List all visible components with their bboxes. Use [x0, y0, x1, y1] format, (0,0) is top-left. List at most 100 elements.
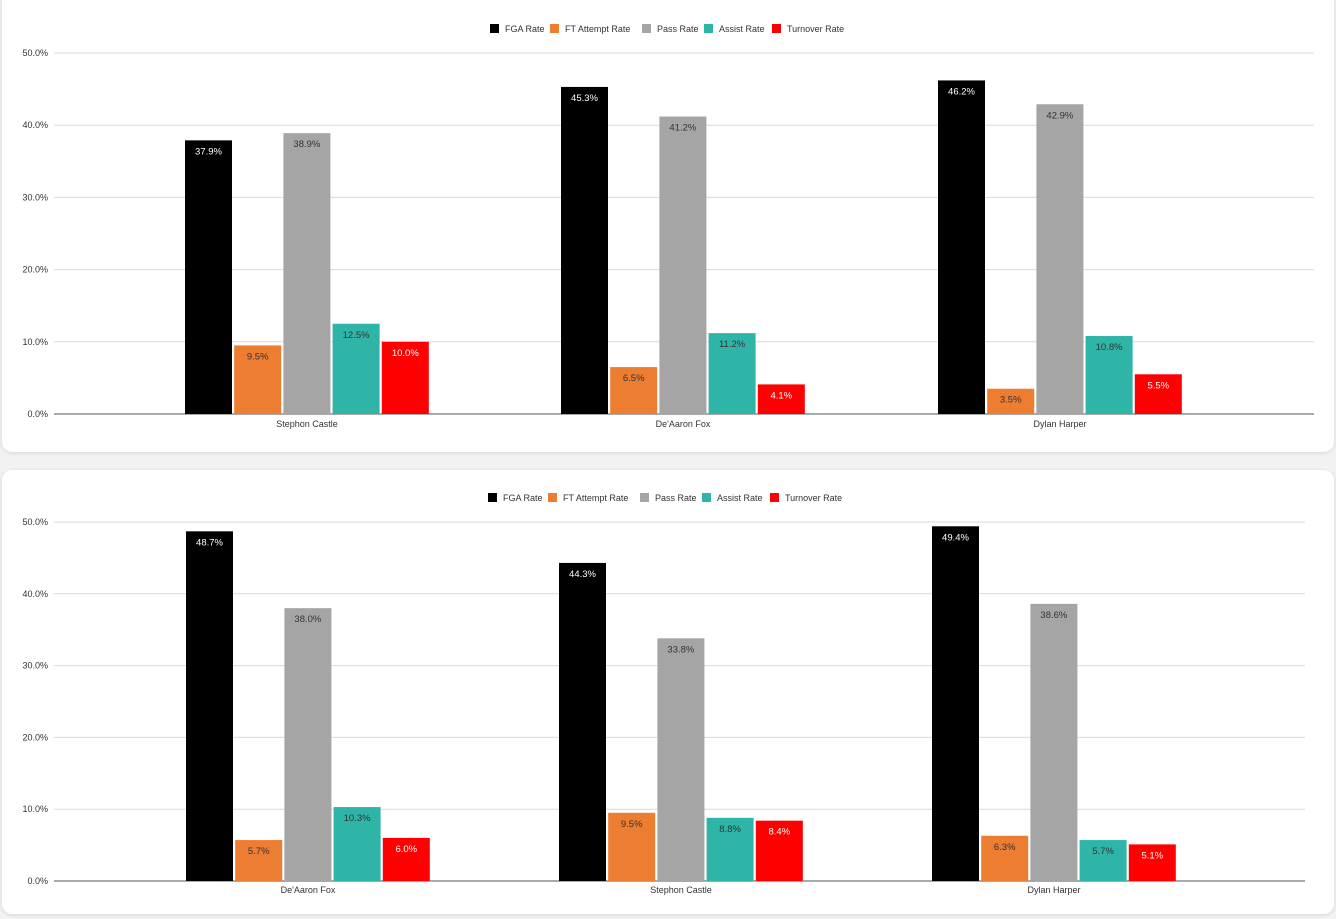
legend-swatch: [702, 493, 711, 502]
legend-label: Turnover Rate: [787, 24, 844, 34]
bar: [1079, 840, 1127, 881]
x-category-label: Stephon Castle: [276, 419, 338, 429]
data-label: 9.5%: [247, 351, 269, 362]
y-tick-label: 30.0%: [22, 192, 48, 202]
data-label: 10.8%: [1096, 342, 1123, 353]
bar: [981, 835, 1029, 881]
chart-2: 0.0% 10.0% 20.0% 30.0% 40.0% 50.0% FGA Rate FT …: [22, 493, 1305, 895]
bar: [1030, 603, 1078, 881]
legend-swatch: [640, 493, 649, 502]
bar: [234, 345, 282, 414]
legend-swatch: [490, 24, 499, 33]
bar: [284, 608, 332, 881]
bar: [381, 341, 429, 414]
legend-swatch: [770, 493, 779, 502]
legend-label: FGA Rate: [503, 493, 543, 503]
legend: FGA Rate FT Attempt Rate Pass Rate Assist R…: [488, 493, 842, 503]
legend-swatch: [550, 24, 559, 33]
bar: [657, 638, 705, 881]
x-category-label: Stephon Castle: [650, 885, 712, 895]
bar: [706, 817, 754, 881]
data-label: 45.3%: [571, 93, 598, 104]
bar: [659, 116, 707, 414]
y-tick-label: 50.0%: [22, 517, 48, 527]
x-category-label: De'Aaron Fox: [656, 419, 711, 429]
data-label: 38.9%: [293, 139, 320, 150]
chart-card-1: 0.0% 10.0% 20.0% 30.0% 40.0% 50.0% FGA Rate FT …: [2, 0, 1334, 452]
bar: [1128, 844, 1176, 881]
y-tick-label: 40.0%: [22, 120, 48, 130]
data-label: 10.0%: [392, 348, 419, 359]
bar: [1085, 336, 1133, 414]
bar: [559, 562, 606, 881]
bar: [938, 80, 985, 414]
y-tick-label: 40.0%: [22, 589, 48, 599]
data-label: 37.9%: [195, 146, 222, 157]
legend-label: FT Attempt Rate: [563, 493, 628, 503]
y-tick-label: 30.0%: [22, 661, 48, 671]
legend-label: Pass Rate: [657, 24, 699, 34]
data-label: 9.5%: [621, 819, 643, 830]
bar: [757, 384, 805, 414]
data-label: 10.3%: [344, 813, 371, 824]
chart-card-2: 0.0% 10.0% 20.0% 30.0% 40.0% 50.0% FGA Rate FT …: [2, 470, 1334, 914]
legend-label: Turnover Rate: [785, 493, 842, 503]
legend-label: Assist Rate: [719, 24, 765, 34]
y-tick-label: 50.0%: [22, 48, 48, 58]
legend: FGA Rate FT Attempt Rate Pass Rate Assist R…: [490, 24, 844, 34]
bar: [561, 86, 608, 415]
data-label: 41.2%: [669, 123, 696, 134]
data-label: 6.3%: [994, 842, 1016, 853]
bar: [382, 837, 430, 881]
y-tick-label: 0.0%: [27, 409, 48, 419]
bar: [333, 807, 381, 881]
bar: [332, 323, 380, 414]
legend-swatch: [704, 24, 713, 33]
y-tick-label: 20.0%: [22, 732, 48, 742]
bar: [235, 840, 283, 881]
y-tick-label: 0.0%: [27, 876, 48, 886]
legend-label: FT Attempt Rate: [565, 24, 630, 34]
data-label: 6.0%: [395, 844, 417, 855]
y-tick-label: 10.0%: [22, 337, 48, 347]
bar: [608, 812, 656, 881]
bar: [610, 367, 658, 414]
legend-label: Assist Rate: [717, 493, 763, 503]
bar: [185, 140, 232, 414]
y-tick-label: 10.0%: [22, 804, 48, 814]
legend-swatch: [488, 493, 497, 502]
data-label: 5.1%: [1141, 850, 1163, 861]
bar: [1036, 104, 1084, 415]
legend-swatch: [548, 493, 557, 502]
data-label: 8.8%: [719, 824, 741, 835]
data-label: 5.7%: [1092, 846, 1114, 857]
data-label: 49.4%: [942, 532, 969, 543]
data-label: 6.5%: [623, 373, 645, 384]
y-tick-label: 20.0%: [22, 265, 48, 275]
data-label: 46.2%: [948, 86, 975, 97]
data-label: 42.9%: [1046, 110, 1073, 121]
bar: [186, 531, 233, 881]
data-label: 38.0%: [294, 614, 321, 625]
legend-label: Pass Rate: [655, 493, 697, 503]
legend-swatch: [642, 24, 651, 33]
x-category-label: Dylan Harper: [1027, 885, 1080, 895]
bar: [708, 333, 756, 414]
data-label: 4.1%: [770, 390, 792, 401]
bar: [1134, 374, 1182, 414]
data-label: 48.7%: [196, 537, 223, 548]
bar: [987, 388, 1035, 414]
x-category-label: Dylan Harper: [1033, 419, 1086, 429]
bar: [283, 133, 331, 414]
bar: [932, 526, 979, 881]
data-label: 33.8%: [667, 644, 694, 655]
data-label: 44.3%: [569, 569, 596, 580]
chart-1: 0.0% 10.0% 20.0% 30.0% 40.0% 50.0% FGA Rate FT …: [22, 24, 1314, 429]
data-label: 5.7%: [248, 846, 270, 857]
data-label: 8.4%: [768, 827, 790, 838]
bar: [755, 820, 803, 881]
data-label: 38.6%: [1040, 610, 1067, 621]
legend-label: FGA Rate: [505, 24, 545, 34]
x-category-label: De'Aaron Fox: [281, 885, 336, 895]
data-label: 5.5%: [1147, 380, 1169, 391]
